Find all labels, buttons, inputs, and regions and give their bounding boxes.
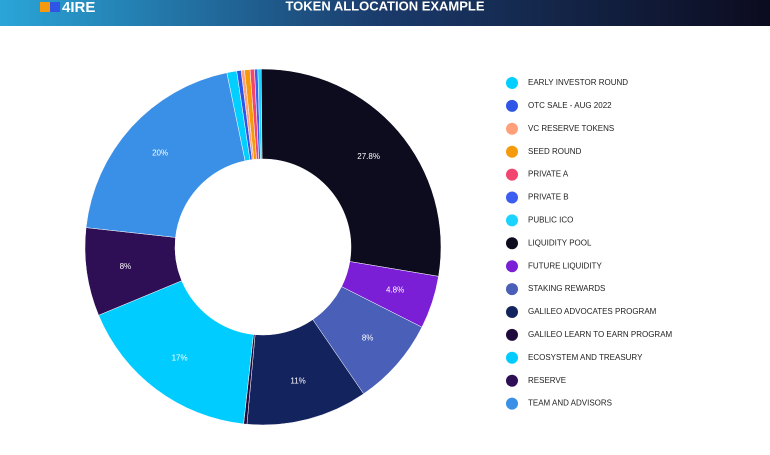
slice-label: 20% <box>152 149 168 158</box>
legend-marker <box>506 397 518 410</box>
legend-marker <box>506 214 518 227</box>
legend-label: FUTURE LIQUIDITY <box>528 261 602 270</box>
slice <box>260 68 442 277</box>
logo-icon <box>40 2 50 12</box>
slice-label: 11% <box>290 377 305 386</box>
donut: 27.8% 4.8% 8% 11% 17% 8% 20% <box>84 68 442 426</box>
slice-label: 8% <box>120 262 132 271</box>
legend-marker <box>506 122 518 135</box>
legend-label: RESERVE <box>528 376 566 385</box>
legend-label: STAKING REWARDS <box>528 284 605 293</box>
legend-label: PRIVATE A <box>528 170 569 179</box>
legend-label: OTC SALE - AUG 2022 <box>528 101 612 110</box>
legend-label: VC RESERVE TOKENS <box>528 124 614 133</box>
legend-marker <box>506 168 518 181</box>
legend-marker <box>506 260 518 273</box>
slice-label: 8% <box>362 334 374 343</box>
legend-label: PRIVATE B <box>528 193 569 202</box>
legend-label: LIQUIDITY POOL <box>528 238 592 247</box>
legend-marker <box>506 145 518 158</box>
slice <box>85 72 246 238</box>
legend-marker <box>506 99 518 112</box>
legend-label: GALILEO ADVOCATES PROGRAM <box>528 307 657 316</box>
title: TOKEN ALLOCATION EXAMPLE <box>285 0 484 13</box>
legend-marker <box>506 191 518 204</box>
legend-label: ECOSYSTEM AND TREASURY <box>528 353 643 362</box>
slice-label: 4.8% <box>386 285 404 294</box>
legend-label: SEED ROUND <box>528 147 582 156</box>
legend-label: GALILEO LEARN TO EARN PROGRAM <box>528 330 673 339</box>
legend-marker <box>506 374 518 387</box>
legend-marker <box>506 77 518 89</box>
header-bar <box>0 0 770 26</box>
legend-marker <box>506 237 518 250</box>
legend-label: PUBLIC ICO <box>528 216 573 225</box>
legend: EARLY INVESTOR ROUND OTC SALE - AUG 2022 V… <box>506 77 673 410</box>
legend-label: EARLY INVESTOR ROUND <box>528 78 628 87</box>
slice <box>98 280 254 425</box>
slice-label: 17% <box>172 353 188 362</box>
logo: 4IRE <box>62 0 95 16</box>
slice-label: 27.8% <box>357 152 380 161</box>
logo-icon <box>50 2 60 12</box>
legend-marker <box>506 328 518 341</box>
legend-label: TEAM AND ADVISORS <box>528 399 612 408</box>
legend-marker <box>506 283 518 296</box>
legend-marker <box>506 351 518 364</box>
legend-marker <box>506 306 518 318</box>
